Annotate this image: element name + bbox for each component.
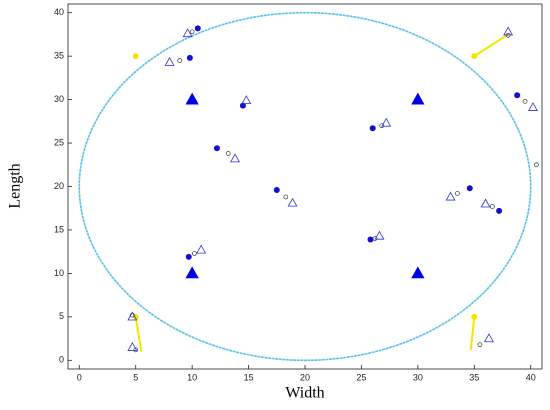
y-tick-label: 40 [54, 7, 64, 17]
point-triangle [287, 197, 298, 207]
point-triangle [127, 311, 138, 321]
point-dot [514, 92, 521, 99]
point-triangle [196, 244, 207, 254]
x-tick-label: 10 [187, 372, 197, 382]
boundary-circle [78, 11, 532, 362]
pointer-line [134, 33, 509, 352]
y-axis-label: Length [7, 163, 24, 208]
point-triangle [230, 153, 240, 163]
x-tick-label: 20 [300, 372, 310, 382]
point-triangle [127, 341, 138, 351]
y-tick-label: 5 [59, 311, 64, 321]
point-circle [372, 236, 378, 241]
point-circle [522, 98, 528, 104]
point-triangle [381, 117, 392, 127]
anchor-triangle [411, 92, 425, 105]
point-dot [466, 185, 473, 192]
point-triangle [241, 95, 252, 105]
point-triangle [445, 191, 456, 201]
point-dot [273, 186, 280, 193]
x-tick-label: 30 [413, 372, 423, 382]
y-tick-label: 20 [54, 181, 64, 191]
point-dot [367, 236, 374, 243]
x-axis-label: Width [285, 385, 324, 402]
point-circle [379, 123, 385, 129]
point-circle [455, 191, 460, 196]
point-dot [496, 207, 503, 214]
point-triangle [503, 26, 514, 36]
point-triangle [374, 230, 385, 240]
x-tick-label: 15 [244, 372, 254, 382]
y-tick-label: 10 [54, 268, 64, 278]
x-tick-label: 40 [526, 372, 536, 382]
y-tick-label: 25 [54, 137, 64, 147]
x-tick-label: 0 [77, 372, 82, 382]
y-tick-label: 35 [54, 51, 64, 61]
point-dot [471, 53, 478, 60]
x-tick-label: 25 [356, 372, 366, 382]
point-circle [133, 347, 139, 353]
point-circle [192, 251, 197, 256]
point-circle [283, 194, 289, 200]
point-dot [471, 313, 478, 320]
point-circle [177, 58, 183, 63]
point-triangle [484, 333, 494, 343]
point-triangle [182, 28, 193, 38]
point-circle [225, 151, 231, 156]
point-triangle [164, 56, 175, 66]
point-dot [185, 253, 192, 260]
anchor-triangle [185, 92, 199, 105]
point-dot [239, 102, 246, 109]
point-triangle [480, 198, 491, 208]
point-dot [194, 25, 201, 32]
point-circle [534, 162, 539, 168]
point-circle [489, 204, 495, 209]
point-dot [369, 125, 376, 132]
point-dot [186, 54, 193, 61]
point-circle [189, 29, 195, 35]
y-tick-label: 0 [59, 355, 64, 365]
point-circle [477, 342, 483, 348]
anchor-triangle [185, 266, 199, 279]
y-tick-label: 30 [54, 94, 64, 104]
point-dot [213, 145, 220, 152]
anchor-triangle [411, 266, 425, 279]
x-tick-label: 5 [133, 372, 138, 382]
x-tick-label: 35 [469, 372, 479, 382]
y-tick-label: 15 [54, 224, 64, 234]
point-dot [132, 53, 139, 60]
point-triangle [528, 102, 538, 111]
